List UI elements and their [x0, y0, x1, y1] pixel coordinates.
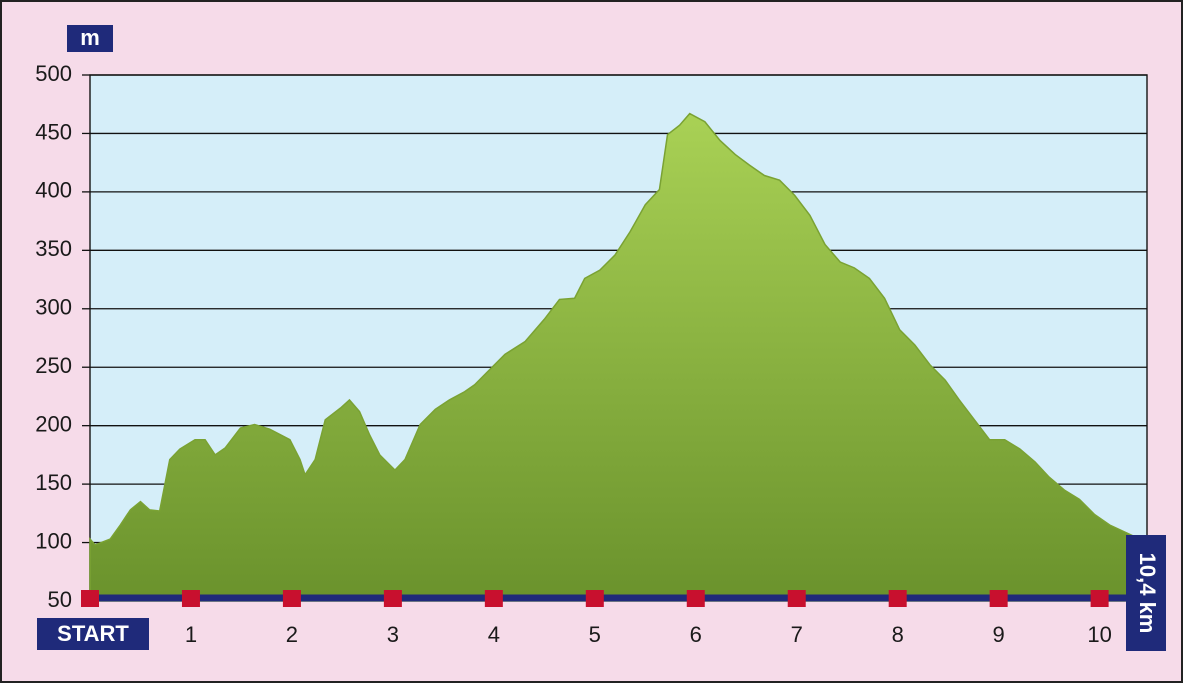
- y-tick-label: 200: [35, 411, 72, 436]
- x-tick-label: 5: [589, 622, 601, 647]
- x-tick-label: 4: [488, 622, 500, 647]
- x-tick-label: 2: [286, 622, 298, 647]
- start-label-box: [37, 618, 149, 650]
- y-tick-label: 50: [48, 587, 72, 612]
- x-tick-label: 1: [185, 622, 197, 647]
- end-label-box: [1126, 535, 1166, 651]
- x-tick-label: 6: [690, 622, 702, 647]
- x-tick-label: 10: [1087, 622, 1111, 647]
- km-marker: [383, 590, 402, 607]
- x-tick-label: 9: [993, 622, 1005, 647]
- y-tick-label: 500: [35, 61, 72, 86]
- y-tick-label: 250: [35, 353, 72, 378]
- y-tick-label: 100: [35, 528, 72, 553]
- km-marker: [484, 590, 503, 607]
- km-marker: [1090, 590, 1109, 607]
- km-marker: [787, 590, 806, 607]
- y-tick-label: 450: [35, 119, 72, 144]
- km-marker: [282, 590, 301, 607]
- x-tick-label: START: [57, 621, 129, 646]
- y-label-box: [67, 25, 113, 52]
- km-marker: [181, 590, 200, 607]
- end-label: 10,4 km: [1135, 553, 1160, 634]
- y-tick-label: 150: [35, 470, 72, 495]
- y-tick-label: 350: [35, 236, 72, 261]
- x-tick-label: 3: [387, 622, 399, 647]
- y-tick-label: 400: [35, 178, 72, 203]
- x-tick-label: 8: [892, 622, 904, 647]
- y-tick-label: 300: [35, 295, 72, 320]
- km-marker: [585, 590, 604, 607]
- y-axis-label: m: [80, 25, 100, 50]
- km-marker: [686, 590, 705, 607]
- km-marker: [989, 590, 1008, 607]
- x-tick-label: 7: [791, 622, 803, 647]
- elevation-area: [89, 112, 1141, 602]
- km-marker: [81, 590, 99, 607]
- km-marker: [888, 590, 907, 607]
